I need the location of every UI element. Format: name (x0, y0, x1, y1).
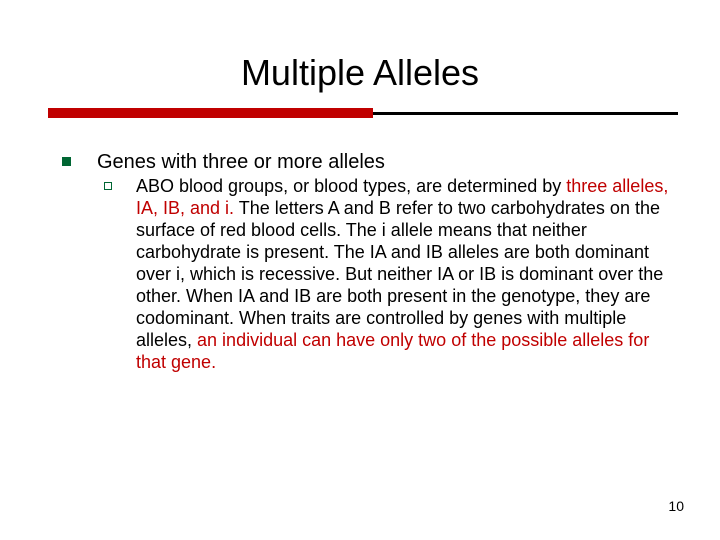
underline-accent (48, 108, 373, 118)
square-bullet-icon (62, 157, 71, 166)
list-item-level1: Genes with three or more alleles (62, 150, 674, 174)
page-number: 10 (668, 498, 684, 514)
slide: Multiple Alleles Genes with three or mor… (0, 0, 720, 540)
level1-text: Genes with three or more alleles (97, 150, 385, 174)
body-segment: The letters A and B refer to two carbohy… (136, 198, 663, 350)
level2-text: ABO blood groups, or blood types, are de… (136, 176, 674, 374)
body-segment: ABO blood groups, or blood types, are de… (136, 176, 566, 196)
list-item-level2: ABO blood groups, or blood types, are de… (104, 176, 674, 374)
highlight-segment: an individual can have only two of the p… (136, 330, 649, 372)
open-square-bullet-icon (104, 182, 112, 190)
title-underline (48, 108, 678, 122)
slide-title: Multiple Alleles (0, 0, 720, 108)
content-area: Genes with three or more alleles ABO blo… (62, 150, 674, 374)
